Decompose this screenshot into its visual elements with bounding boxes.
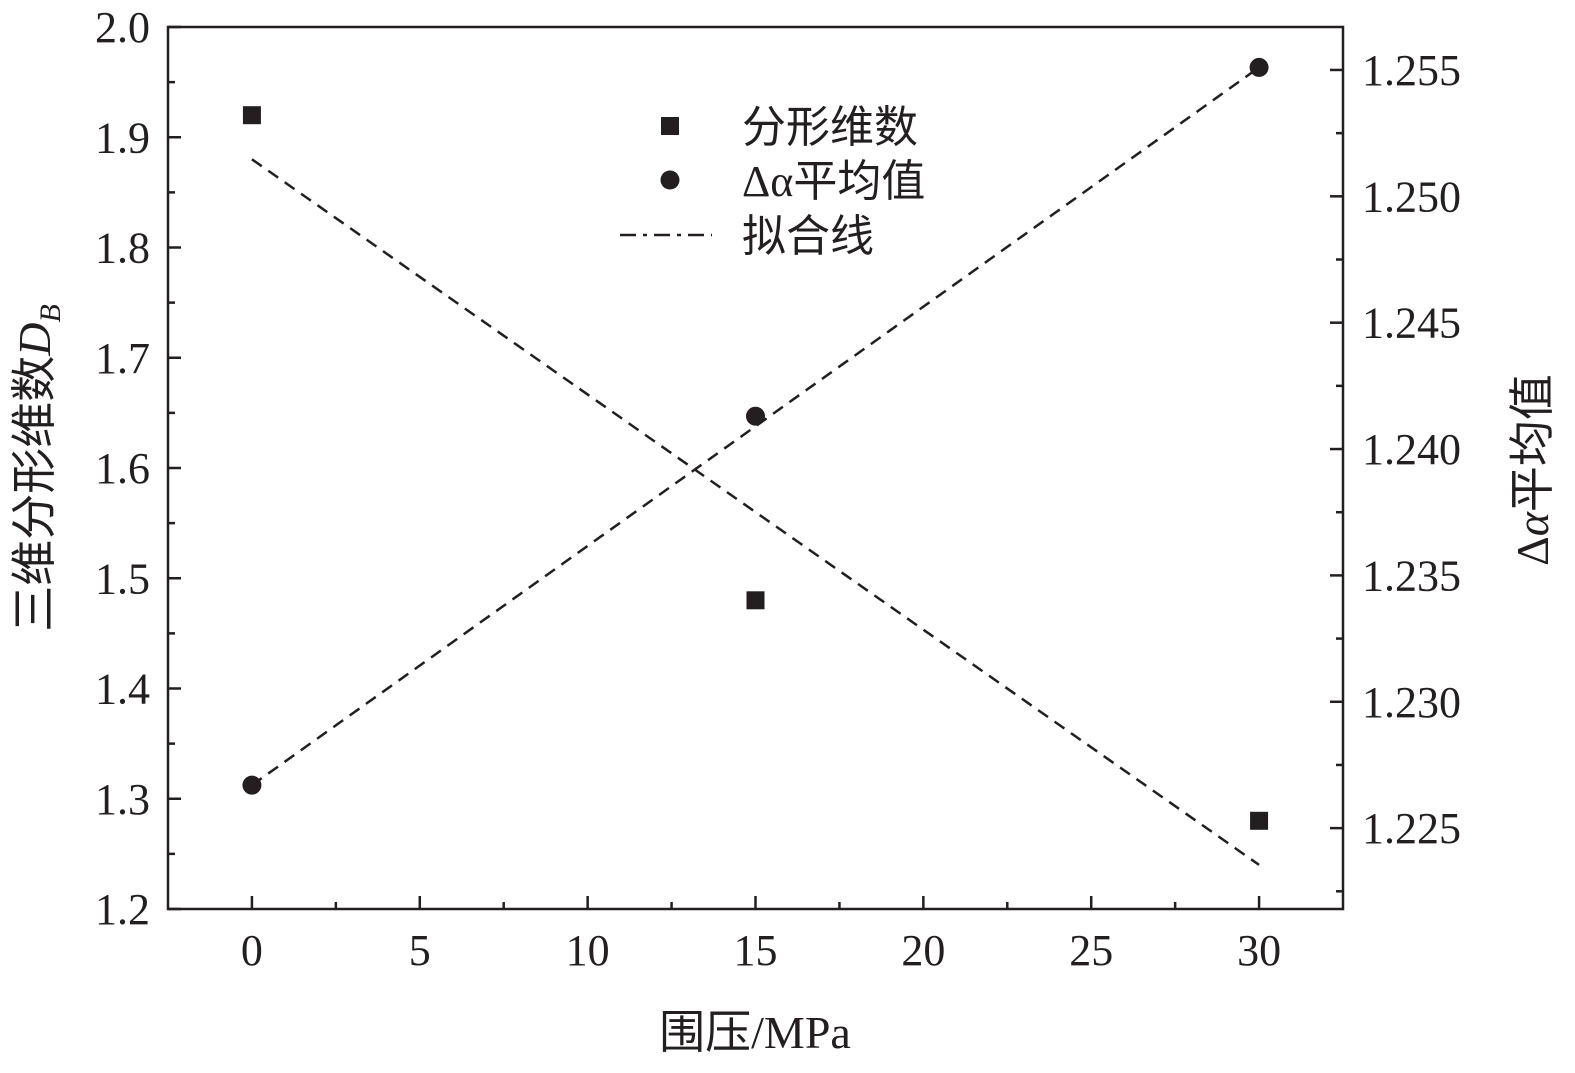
circle-marker-point bbox=[242, 775, 262, 795]
y-left-title-symbol: D bbox=[9, 323, 60, 357]
y-right-title-suffix: 平均值 bbox=[1507, 374, 1558, 512]
fit-line-fractal-dimension bbox=[251, 158, 1260, 866]
y-left-axis-title: 三维分形维数DB bbox=[9, 304, 67, 632]
square-marker-point bbox=[1250, 811, 1269, 830]
square-marker-point bbox=[746, 591, 765, 610]
y-right-tick-label: 1.235 bbox=[1362, 551, 1461, 600]
fit-lines-layer bbox=[251, 66, 1260, 866]
x-tick-label: 20 bbox=[901, 926, 945, 975]
y-right-axis-title: Δα平均值 bbox=[1507, 374, 1558, 566]
fit-line-delta-alpha bbox=[251, 66, 1260, 787]
y-right-tick-label: 1.230 bbox=[1362, 678, 1461, 727]
y-right-tick-label: 1.255 bbox=[1362, 46, 1461, 95]
axes-layer: 0 5 10 15 20 25 30 1.2 1.3 1.4 1.5 1.6 1.7 1.8 1.9 2.0 1… bbox=[95, 3, 1461, 975]
y-left-tick-label: 1.9 bbox=[95, 113, 150, 162]
x-tick-label: 10 bbox=[566, 926, 610, 975]
y-left-tick-label: 2.0 bbox=[95, 3, 150, 52]
y-left-tick-label: 1.3 bbox=[95, 775, 150, 824]
y-left-title-subscript: B bbox=[34, 304, 67, 322]
x-tick-label: 30 bbox=[1237, 926, 1281, 975]
circle-marker-point bbox=[746, 406, 765, 426]
y-left-title-main: 三维分形维数 bbox=[9, 356, 60, 632]
legend-label: Δα平均值 bbox=[742, 157, 925, 206]
y-left-tick-label: 1.7 bbox=[95, 334, 150, 383]
axis-titles-layer: 围压/MPa 三维分形维数DB Δα平均值 bbox=[9, 304, 1558, 1058]
x-tick-label: 25 bbox=[1069, 926, 1113, 975]
y-right-tick-label: 1.225 bbox=[1362, 804, 1461, 853]
data-points-layer bbox=[242, 57, 1269, 830]
x-axis-title: 围压/MPa bbox=[659, 1007, 851, 1058]
circle-marker-point bbox=[1249, 57, 1269, 77]
y-left-tick-label: 1.8 bbox=[95, 224, 150, 273]
y-right-title-prefix: Δ bbox=[1507, 536, 1558, 566]
legend-label: 分形维数 bbox=[742, 103, 918, 152]
x-tick-label: 5 bbox=[409, 926, 431, 975]
y-left-tick-label: 1.4 bbox=[95, 665, 150, 714]
y-left-tick-label: 1.2 bbox=[95, 885, 150, 934]
y-right-tick-label: 1.250 bbox=[1362, 172, 1461, 221]
y-right-title-symbol: α bbox=[1507, 511, 1558, 536]
x-tick-label: 15 bbox=[734, 926, 778, 975]
y-left-tick-label: 1.6 bbox=[95, 444, 150, 493]
legend-circle-icon bbox=[660, 170, 680, 190]
y-right-tick-label: 1.240 bbox=[1362, 425, 1461, 474]
y-left-tick-label: 1.5 bbox=[95, 554, 150, 603]
y-right-tick-label: 1.245 bbox=[1362, 299, 1461, 348]
square-marker-point bbox=[242, 106, 261, 125]
legend-square-icon bbox=[661, 117, 679, 135]
x-tick-label: 0 bbox=[241, 926, 263, 975]
legend-label: 拟合线 bbox=[742, 212, 874, 261]
